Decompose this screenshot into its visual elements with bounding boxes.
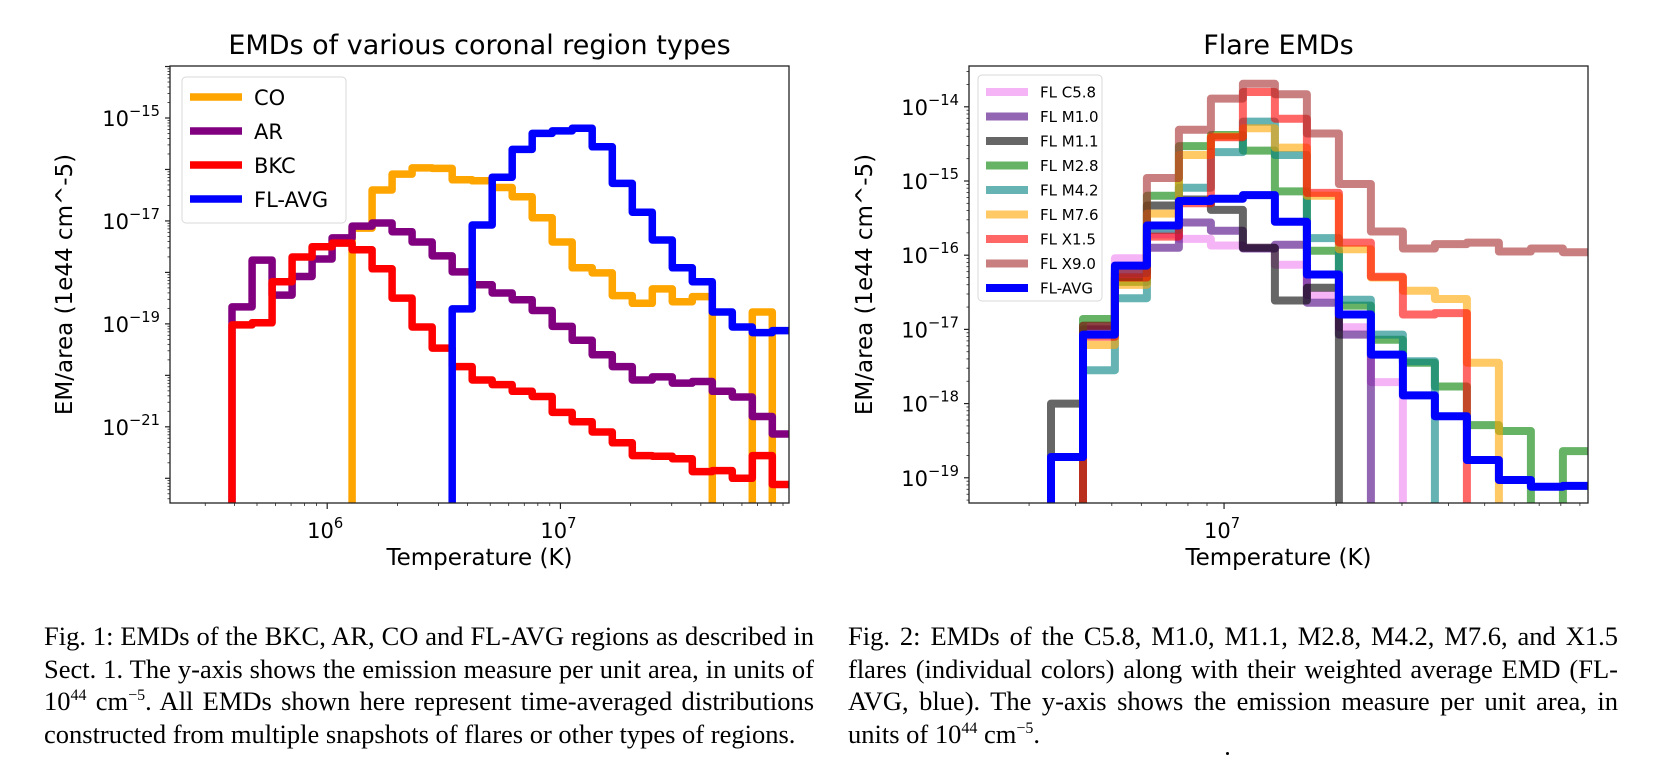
y-tick-label: 10−19: [102, 309, 160, 337]
axes-frame: [169, 65, 790, 504]
legend-label: FL-AVG: [254, 188, 328, 212]
legend-item: FL M7.6: [986, 206, 1099, 224]
y-tick-label: 10−19: [901, 463, 959, 491]
legend-label: AR: [254, 120, 283, 144]
legend-frame: [977, 74, 1103, 302]
legend-label: FL C5.8: [1040, 84, 1096, 102]
caption-text: Fig. 1: EMDs of the BKC, AR, CO and FL-A…: [44, 621, 814, 716]
legend-item: FL M4.2: [986, 182, 1099, 200]
legend-item: CO: [190, 86, 285, 110]
y-axis-label: EM/area (1e44 cm^-5): [852, 154, 878, 415]
chart-title: Flare EMDs: [1203, 30, 1354, 61]
left-panel-emds-region-types: 10−15 10−17 10−19 10−21 106 107 EMDs of variou…: [52, 30, 790, 571]
y-tick-label: 10−14: [901, 92, 959, 120]
series-group: [228, 124, 789, 503]
series-group: [1047, 79, 1588, 503]
caption-superscript: −5: [1016, 719, 1034, 737]
y-axis-label: EM/area (1e44 cm^-5): [52, 154, 78, 415]
legend-label: FL X1.5: [1040, 231, 1096, 249]
caption-text: cm: [977, 718, 1017, 749]
legend-label: FL M4.2: [1040, 182, 1099, 200]
y-tick-label: 10−15: [901, 166, 959, 194]
legend-item: AR: [190, 120, 283, 144]
caption-superscript: 44: [70, 687, 87, 705]
legend-label: FL M1.0: [1040, 108, 1099, 126]
legend-item: FL M1.1: [986, 133, 1099, 151]
caption-text: cm: [86, 686, 129, 716]
y-tick-label: 10−15: [102, 103, 160, 131]
y-tick-label: 10−17: [901, 314, 959, 342]
legend-frame: [181, 76, 347, 224]
caption-text: Fig. 2: EMDs of the C5.8, M1.0, M1.1, M2…: [848, 621, 1618, 749]
legend-item: FL-AVG: [986, 280, 1093, 298]
series-line-fl-avg: [1047, 191, 1588, 503]
legend: CO AR BKC FL-AVG: [181, 76, 347, 224]
legend-item: FL M1.0: [986, 108, 1099, 126]
caption-text: .: [1033, 718, 1041, 749]
series-line-fl-x9-0: [1079, 79, 1588, 503]
figure-1-caption: Fig. 1: EMDs of the BKC, AR, CO and FL-A…: [44, 620, 814, 750]
x-tick-label: 107: [540, 515, 576, 543]
legend-label: FL M7.6: [1040, 206, 1099, 224]
x-tick-label: 106: [307, 515, 343, 543]
legend-label: CO: [254, 86, 285, 110]
caption-superscript: −5: [128, 687, 146, 705]
y-tick-label: 10−16: [901, 240, 959, 268]
right-panel-flare-emds: 10−14 10−15 10−16 10−17 10−18 10−19 107 Flare E…: [852, 30, 1589, 571]
y-tick-label: 10−21: [102, 412, 160, 440]
x-tick-label: 107: [1204, 515, 1240, 543]
legend-label: FL M2.8: [1040, 157, 1099, 175]
legend-item: BKC: [190, 154, 296, 178]
legend: FL C5.8 FL M1.0 FL M1.1 FL M2.8 FL M4.2 FL M7…: [977, 74, 1103, 302]
legend-item: FL-AVG: [190, 188, 328, 212]
legend-label: BKC: [254, 154, 296, 178]
series-line-ar: [228, 219, 789, 503]
caption-superscript: 44: [961, 719, 978, 737]
figure-canvas: 10−15 10−17 10−19 10−21 106 107 EMDs of variou…: [52, 30, 1589, 571]
legend-item: FL C5.8: [986, 84, 1096, 102]
legend-item: FL X1.5: [986, 231, 1096, 249]
legend-label: FL X9.0: [1040, 255, 1096, 273]
x-axis-label: Temperature (K): [385, 545, 572, 571]
legend-label: FL-AVG: [1040, 280, 1093, 298]
series-line-fl-avg: [448, 124, 789, 503]
legend-item: FL X9.0: [986, 255, 1096, 273]
stray-period-mark: [1226, 752, 1229, 755]
legend-label: FL M1.1: [1040, 133, 1099, 151]
caption-text: . All EMDs shown here represent time-ave…: [44, 686, 815, 749]
x-axis-label: Temperature (K): [1184, 545, 1371, 571]
series-line-fl-m4-2: [1079, 117, 1439, 503]
figure-2-caption: Fig. 2: EMDs of the C5.8, M1.0, M1.1, M2…: [848, 620, 1618, 750]
series-line-bkc: [228, 239, 789, 503]
y-tick-label: 10−18: [901, 389, 959, 417]
legend-item: FL M2.8: [986, 157, 1099, 175]
chart-title: EMDs of various coronal region types: [228, 30, 730, 61]
y-tick-label: 10−17: [102, 206, 160, 234]
